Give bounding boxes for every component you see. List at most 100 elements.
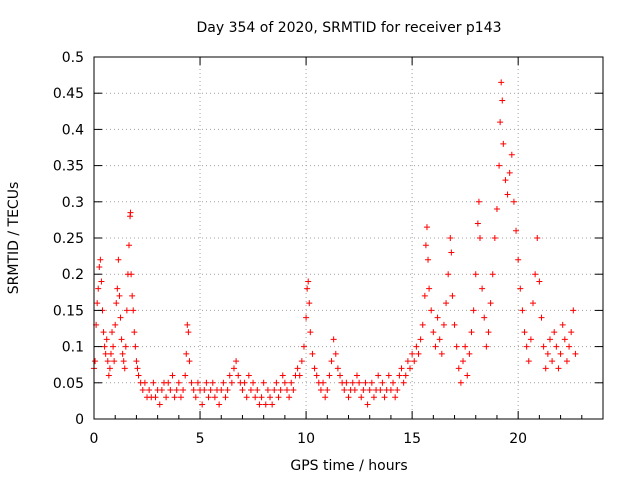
data-point bbox=[449, 292, 456, 299]
data-point bbox=[258, 394, 265, 401]
data-point bbox=[451, 321, 458, 328]
data-point bbox=[224, 387, 231, 394]
data-point bbox=[411, 358, 418, 365]
data-point bbox=[527, 336, 534, 343]
data-point bbox=[102, 350, 109, 357]
data-point bbox=[177, 394, 184, 401]
data-point bbox=[360, 387, 367, 394]
data-point bbox=[364, 401, 371, 408]
data-point bbox=[111, 358, 118, 365]
data-point bbox=[479, 285, 486, 292]
y-tick-label: 0.45 bbox=[53, 86, 84, 102]
data-point bbox=[349, 379, 356, 386]
data-point bbox=[475, 198, 482, 205]
data-point bbox=[207, 387, 214, 394]
y-tick-label: 0.05 bbox=[53, 376, 84, 392]
data-point bbox=[134, 365, 141, 372]
x-tick-label: 20 bbox=[509, 431, 527, 447]
data-point bbox=[233, 358, 240, 365]
data-point bbox=[422, 242, 429, 249]
data-point bbox=[313, 372, 320, 379]
data-point bbox=[400, 379, 407, 386]
data-point bbox=[436, 336, 443, 343]
grid-lines bbox=[94, 57, 603, 419]
data-point bbox=[122, 343, 129, 350]
x-tick-label: 0 bbox=[90, 431, 99, 447]
data-point bbox=[119, 350, 126, 357]
y-tick-label: 0.15 bbox=[53, 303, 84, 319]
data-point bbox=[127, 209, 134, 216]
data-point bbox=[304, 285, 311, 292]
data-point bbox=[286, 394, 293, 401]
data-point bbox=[201, 387, 208, 394]
y-tick-label: 0.4 bbox=[62, 122, 84, 138]
data-point bbox=[483, 343, 490, 350]
data-point bbox=[491, 235, 498, 241]
data-point bbox=[256, 401, 263, 408]
data-point bbox=[218, 387, 225, 394]
data-point bbox=[209, 379, 216, 386]
data-point bbox=[487, 300, 494, 307]
data-point bbox=[455, 365, 462, 372]
data-point bbox=[283, 387, 290, 394]
data-point bbox=[551, 329, 558, 336]
data-point bbox=[504, 191, 511, 198]
data-point bbox=[381, 394, 388, 401]
data-point bbox=[183, 350, 190, 357]
data-point bbox=[546, 336, 553, 343]
data-point bbox=[536, 278, 543, 285]
data-point bbox=[104, 358, 111, 365]
data-point bbox=[309, 350, 316, 357]
data-point bbox=[423, 224, 430, 231]
data-point bbox=[139, 387, 146, 394]
data-point bbox=[425, 256, 432, 263]
data-point bbox=[387, 387, 394, 394]
data-point bbox=[525, 358, 532, 365]
data-point bbox=[532, 271, 539, 278]
data-point bbox=[320, 379, 327, 386]
data-point bbox=[182, 372, 189, 379]
data-point bbox=[330, 336, 337, 343]
data-point bbox=[521, 329, 528, 336]
data-point bbox=[345, 394, 352, 401]
data-point bbox=[553, 343, 560, 350]
data-point bbox=[250, 379, 257, 386]
data-point bbox=[324, 387, 331, 394]
data-point bbox=[203, 379, 210, 386]
x-tick-label: 5 bbox=[196, 431, 205, 447]
data-point bbox=[185, 329, 192, 336]
data-point bbox=[115, 256, 122, 263]
data-point bbox=[496, 162, 503, 169]
data-point bbox=[156, 401, 163, 408]
data-point bbox=[296, 372, 303, 379]
data-point bbox=[544, 350, 551, 357]
data-point bbox=[169, 372, 176, 379]
data-point bbox=[180, 387, 187, 394]
data-point bbox=[407, 365, 414, 372]
data-point bbox=[392, 394, 399, 401]
y-tick-label: 0.5 bbox=[62, 50, 84, 66]
data-point bbox=[184, 321, 191, 328]
data-point bbox=[271, 387, 278, 394]
data-point bbox=[103, 336, 110, 343]
data-point bbox=[298, 358, 305, 365]
data-point bbox=[530, 300, 537, 307]
data-point bbox=[109, 329, 116, 336]
data-point bbox=[563, 358, 570, 365]
data-point bbox=[517, 285, 524, 292]
data-point bbox=[239, 387, 246, 394]
data-point bbox=[247, 387, 254, 394]
data-point bbox=[123, 307, 130, 314]
data-point bbox=[205, 394, 212, 401]
data-point bbox=[230, 365, 237, 372]
data-point bbox=[570, 307, 577, 314]
data-point bbox=[472, 271, 479, 278]
data-point bbox=[128, 271, 135, 278]
data-point bbox=[106, 365, 113, 372]
data-point bbox=[362, 379, 369, 386]
data-point bbox=[396, 372, 403, 379]
data-point bbox=[326, 372, 333, 379]
y-tick-label: 0.25 bbox=[53, 231, 84, 247]
data-point bbox=[141, 379, 148, 386]
